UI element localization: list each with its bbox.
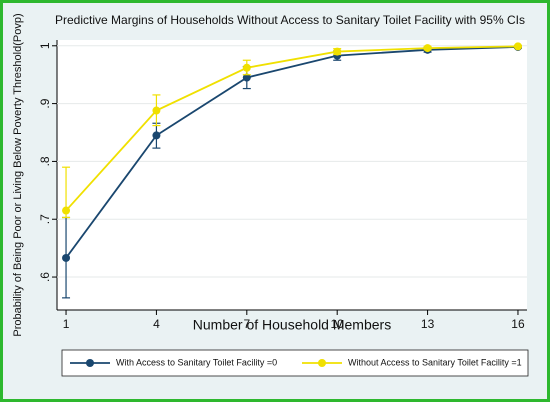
y-tick-label: .6 (38, 272, 52, 282)
marker (62, 206, 71, 215)
marker (333, 47, 342, 56)
series-line (65, 46, 518, 259)
y-tick-label: .9 (38, 98, 52, 108)
legend (61, 349, 529, 377)
series-line (65, 45, 518, 212)
y-tick-label: .7 (38, 214, 52, 224)
marker (242, 63, 251, 72)
y-tick-label: .8 (38, 156, 52, 166)
legend-label: Without Access to Sanitary Toilet Facili… (348, 357, 522, 367)
x-tick-label: 13 (421, 317, 435, 331)
legend-marker (86, 359, 94, 367)
marker (152, 131, 161, 140)
y-axis-title: Probability of Being Poor or Living Belo… (12, 13, 24, 336)
legend-label: With Access to Sanitary Toilet Facility … (116, 357, 277, 367)
x-tick-label: 7 (243, 317, 250, 331)
marker (152, 106, 161, 115)
marker (513, 42, 522, 51)
chart-title: Predictive Margins of Households Without… (55, 13, 525, 27)
plot-area (57, 40, 527, 310)
x-tick-label: 1 (63, 317, 70, 331)
x-tick-label: 10 (331, 317, 345, 331)
x-axis-title: Number of Household Members (193, 317, 391, 333)
y-tick-label: 1 (38, 42, 52, 49)
x-tick-label: 16 (511, 317, 525, 331)
legend-marker (318, 359, 326, 367)
x-tick-label: 4 (153, 317, 160, 331)
marker (423, 44, 432, 53)
marker (62, 253, 71, 262)
marker (242, 73, 251, 82)
